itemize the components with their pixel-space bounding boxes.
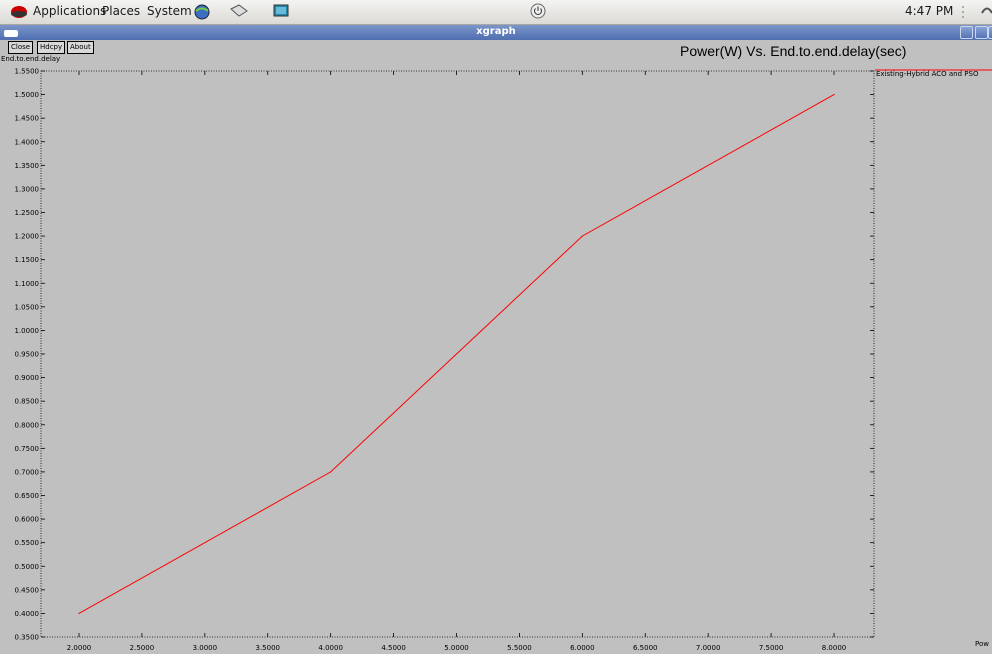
data-point: [833, 93, 835, 96]
x-tick-label: 8.0000: [822, 644, 847, 652]
redhat-logo-icon[interactable]: [10, 3, 28, 22]
y-tick-label: 0.5000: [15, 563, 40, 571]
y-tick-label: 0.9500: [15, 351, 40, 359]
y-tick-label: 1.5500: [15, 68, 40, 76]
close-button[interactable]: Close: [8, 41, 34, 54]
y-tick-label: 0.8500: [15, 398, 40, 406]
system-menu[interactable]: System: [147, 4, 192, 18]
minimize-button[interactable]: [960, 26, 973, 39]
y-tick-label: 0.6500: [15, 492, 40, 500]
close-window-button[interactable]: [988, 26, 992, 39]
y-tick-label: 1.1000: [15, 280, 40, 288]
y-tick-label: 0.5500: [15, 539, 40, 547]
email-icon[interactable]: [229, 3, 249, 22]
window-titlebar[interactable]: xgraph: [0, 25, 992, 40]
y-tick-label: 1.4500: [15, 115, 40, 123]
series-line: [78, 94, 835, 614]
plot-frame: [40, 70, 875, 638]
about-button[interactable]: About: [67, 41, 94, 54]
web-browser-icon[interactable]: [193, 3, 211, 23]
x-tick-label: 4.0000: [318, 644, 343, 652]
data-point: [581, 235, 583, 237]
y-tick-label: 1.3500: [15, 162, 40, 170]
network-icon[interactable]: [980, 3, 992, 22]
places-menu[interactable]: Places: [102, 4, 141, 18]
separator-handle-icon: [960, 3, 966, 24]
y-tick-label: 1.3000: [15, 185, 40, 193]
power-icon[interactable]: [530, 3, 546, 22]
y-tick-label: 0.3500: [15, 634, 40, 642]
y-tick-label: 0.7500: [15, 445, 40, 453]
x-tick-label: 4.5000: [381, 644, 406, 652]
y-tick-label: 1.1500: [15, 256, 40, 264]
top-panel: Applications Places System 4:47 PM: [0, 0, 992, 25]
screenshot-icon[interactable]: [272, 3, 290, 22]
y-tick-label: 0.4000: [15, 610, 40, 618]
x-tick-label: 3.5000: [256, 644, 281, 652]
data-point: [78, 612, 80, 615]
y-tick-label: 1.5000: [15, 91, 40, 99]
applications-menu[interactable]: Applications: [33, 4, 107, 18]
x-tick-label: 5.5000: [507, 644, 532, 652]
clock[interactable]: 4:47 PM: [905, 4, 954, 18]
y-tick-label: 0.9000: [15, 374, 40, 382]
x-tick-label: 2.0000: [67, 644, 92, 652]
window-title: xgraph: [476, 26, 516, 37]
chart-title: Power(W) Vs. End.to.end.delay(sec): [680, 43, 907, 59]
x-tick-label: 2.5000: [130, 644, 155, 652]
y-tick-label: 1.0500: [15, 303, 40, 311]
legend-entry: Existing-Hybrid ACO and PSO: [876, 70, 979, 78]
y-tick-label: 1.2000: [15, 233, 40, 241]
y-tick-label: 1.0000: [15, 327, 40, 335]
x-tick-label: 6.0000: [570, 644, 595, 652]
y-tick-label: 1.2500: [15, 209, 40, 217]
y-tick-label: 0.4500: [15, 586, 40, 594]
y-tick-label: 1.4000: [15, 138, 40, 146]
window-menu-icon[interactable]: [4, 30, 18, 37]
y-tick-label: 0.8000: [15, 421, 40, 429]
hardcopy-button[interactable]: Hdcpy: [37, 41, 66, 54]
x-tick-label: 6.5000: [633, 644, 658, 652]
maximize-button[interactable]: [975, 26, 988, 39]
data-point: [330, 471, 332, 473]
y-axis-label: End.to.end.delay: [1, 55, 61, 63]
y-tick-label: 0.7000: [15, 468, 40, 476]
cut-off-label: Pow: [975, 640, 989, 648]
x-tick-label: 3.0000: [193, 644, 218, 652]
x-tick-label: 7.5000: [759, 644, 784, 652]
x-tick-label: 7.0000: [696, 644, 721, 652]
y-tick-label: 0.6000: [15, 516, 40, 524]
x-tick-label: 5.0000: [444, 644, 469, 652]
